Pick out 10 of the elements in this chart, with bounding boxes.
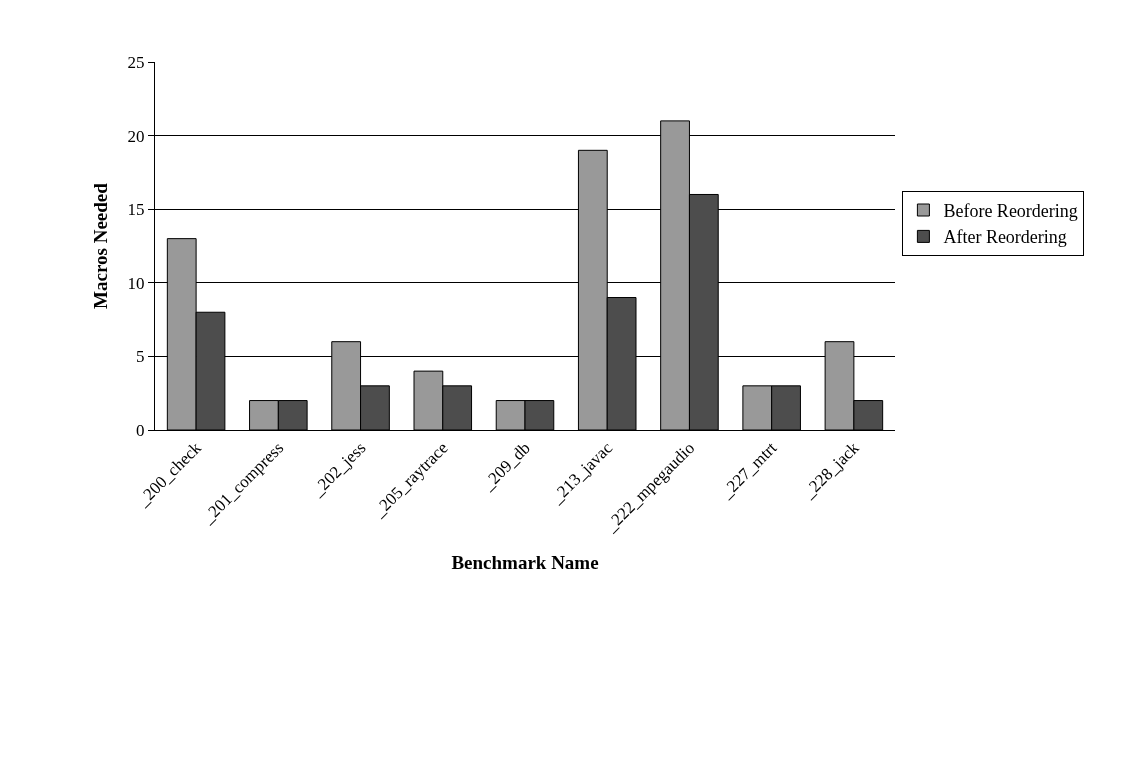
- y-tick-label: 0: [136, 420, 145, 440]
- y-tick-label: 10: [127, 273, 145, 293]
- legend-label: After Reordering: [943, 227, 1067, 248]
- y-tick-label: 20: [127, 126, 145, 146]
- y-tick-label: 15: [127, 200, 145, 220]
- x-axis-title: Benchmark Name: [451, 551, 599, 573]
- legend-label: Before Reordering: [943, 201, 1078, 222]
- y-axis-title: Macros Needed: [90, 182, 112, 309]
- y-tick-label: 25: [127, 52, 145, 72]
- y-tick-label: 5: [136, 347, 145, 367]
